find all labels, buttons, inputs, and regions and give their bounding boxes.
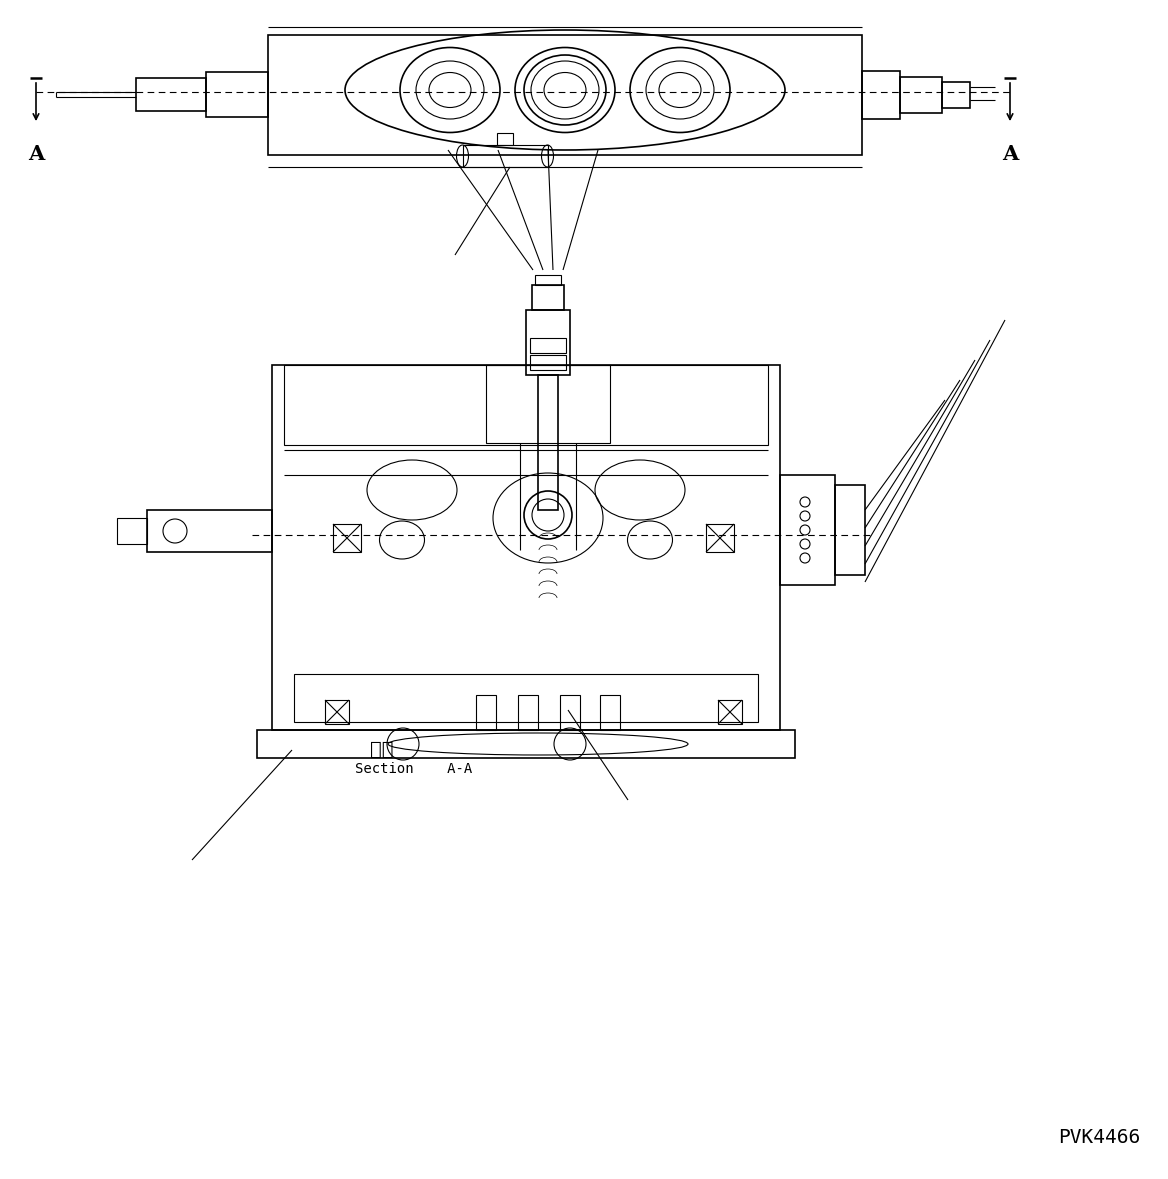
Bar [943, 83, 969, 108]
Bar [718, 700, 742, 724]
Bar [206, 72, 267, 117]
Bar [135, 78, 206, 111]
Bar [272, 365, 780, 730]
Bar [117, 518, 147, 544]
Bar [325, 700, 349, 724]
Bar [531, 285, 564, 310]
Text: 断面: 断面 [370, 740, 394, 759]
Bar [901, 77, 943, 113]
Bar [835, 485, 865, 575]
Text: PVK4466: PVK4466 [1058, 1128, 1140, 1147]
Bar [600, 694, 620, 730]
Bar [530, 338, 566, 353]
Bar [463, 145, 548, 167]
Bar [294, 674, 758, 722]
Bar [267, 35, 862, 154]
Bar [284, 365, 769, 444]
Text: A: A [28, 144, 44, 164]
Bar [705, 523, 734, 552]
Bar [526, 310, 570, 375]
Bar [780, 475, 835, 585]
Bar [147, 511, 272, 552]
Bar [862, 71, 901, 119]
Bar [517, 694, 538, 730]
Bar [486, 365, 610, 443]
Bar [477, 694, 496, 730]
Bar [333, 523, 361, 552]
Bar [538, 375, 558, 511]
Text: Section    A-A: Section A-A [355, 762, 472, 776]
Bar [535, 275, 561, 285]
Bar [559, 694, 580, 730]
Bar [498, 133, 513, 145]
Bar [530, 355, 566, 370]
Text: A: A [1002, 144, 1018, 164]
Bar [257, 730, 795, 758]
